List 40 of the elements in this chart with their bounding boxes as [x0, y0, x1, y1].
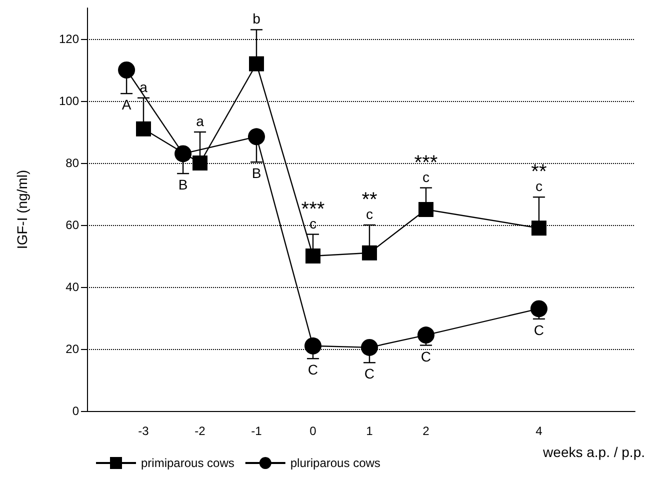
x-tick-label: 4	[536, 424, 543, 438]
annotation: b	[252, 10, 261, 27]
annotation: C	[364, 366, 375, 382]
y-tick-label: 0	[72, 404, 80, 418]
point	[417, 326, 434, 344]
x-tick-label: -3	[138, 424, 150, 438]
annotation: C	[420, 348, 432, 364]
legend-label: pluriparous cows	[290, 456, 380, 470]
annotation: C	[308, 362, 318, 378]
point	[362, 245, 377, 260]
point	[118, 62, 136, 78]
point	[174, 145, 192, 162]
y-tick-label: 40	[66, 280, 80, 294]
point	[305, 248, 320, 264]
y-tick-label: 80	[66, 156, 80, 170]
x-tick-label: -1	[251, 424, 262, 438]
y-tick-label: 20	[66, 342, 80, 356]
annotation: a	[140, 78, 148, 95]
y-tick-label: 60	[66, 218, 80, 232]
annotation: C	[534, 322, 544, 338]
point	[360, 338, 378, 356]
point	[248, 128, 265, 146]
x-tick-label: -2	[194, 424, 206, 438]
point	[304, 337, 322, 354]
y-axis-title: IGF-I (ng/ml)	[14, 170, 30, 250]
point	[418, 202, 434, 217]
annotation: a	[196, 113, 204, 129]
point	[136, 121, 151, 136]
x-tick-label: 0	[310, 424, 317, 438]
point	[248, 56, 264, 72]
annotation: B	[252, 165, 262, 182]
y-tick-label: 100	[58, 94, 80, 108]
point	[192, 156, 208, 170]
x-tick-label: 1	[366, 424, 374, 438]
point	[531, 220, 546, 236]
x-axis-title: weeks a.p. / p.p.	[542, 444, 645, 460]
y-tick-label: 120	[58, 32, 80, 46]
annotation: B	[178, 176, 188, 193]
legend-label: primiparous cows	[141, 456, 234, 470]
x-tick-label: 2	[422, 424, 430, 438]
